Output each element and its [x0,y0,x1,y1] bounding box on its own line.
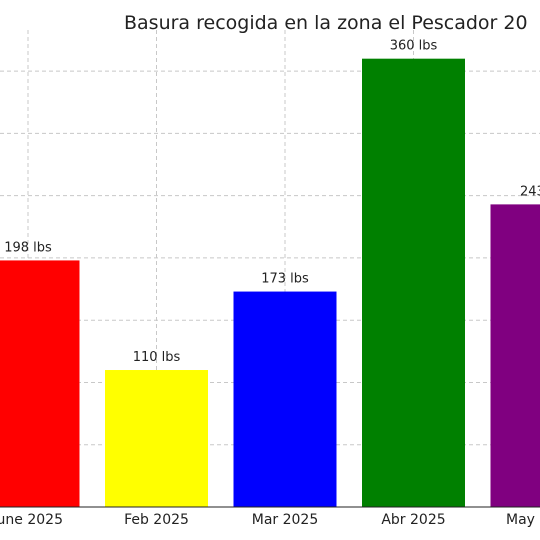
bar [105,370,208,507]
value-label: 198 lbs [4,240,52,255]
value-label: 360 lbs [390,39,438,54]
value-label: 173 lbs [261,272,309,287]
value-label: 243 [520,184,540,199]
chart-title: Basura recogida en la zona el Pescador 2… [124,12,528,34]
x-tick-label: Mar 2025 [252,512,319,528]
x-tick-label: une 2025 [0,512,63,528]
x-tick-label: May [506,512,535,528]
bar [233,291,337,507]
x-tick-label: Abr 2025 [381,512,445,528]
bar [0,260,80,507]
x-tick-label: Feb 2025 [124,512,189,528]
bar [362,58,465,508]
value-label: 110 lbs [133,350,181,365]
bar [490,204,540,507]
